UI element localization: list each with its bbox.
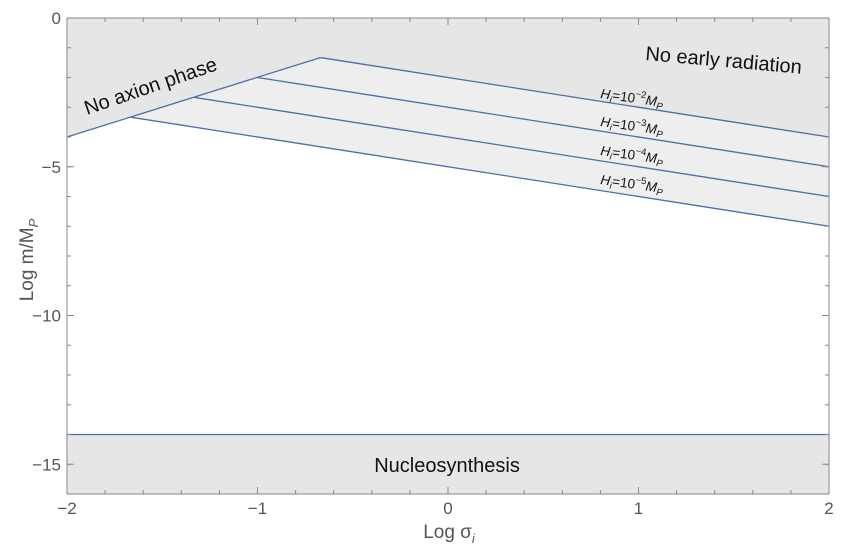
hi-label-1e-5: Hi=10−5MP <box>599 170 665 199</box>
x-tick-label: −1 <box>248 499 267 518</box>
nucleosynthesis-label: Nucleosynthesis <box>374 455 520 477</box>
x-tick-label: −2 <box>57 499 76 518</box>
y-tick-label: −15 <box>32 455 61 474</box>
y-tick-label: 0 <box>52 9 61 28</box>
y-tick-label: −10 <box>32 307 61 326</box>
series-line-2 <box>257 76 830 168</box>
hi-label-1e-4: Hi=10−4MP <box>599 141 665 170</box>
x-tick-label: 2 <box>824 499 833 518</box>
ticks-group <box>66 17 830 495</box>
series-line-1 <box>320 56 830 138</box>
hi-label-1e-3: Hi=10−3MP <box>599 112 665 141</box>
hi-label-1e-2: Hi=10−2MP <box>599 84 665 113</box>
nucleosynthesis-region <box>67 434 829 494</box>
y-axis-label: Log m/MP <box>17 218 41 301</box>
series-line-4 <box>129 116 830 227</box>
x-axis-label: Log σi <box>423 522 476 546</box>
y-tick-label: −5 <box>42 158 61 177</box>
series-group <box>66 56 830 436</box>
series-line-0 <box>66 56 321 138</box>
series-line-3 <box>194 96 830 198</box>
x-tick-label: 1 <box>634 499 643 518</box>
x-tick-label: 0 <box>443 499 452 518</box>
